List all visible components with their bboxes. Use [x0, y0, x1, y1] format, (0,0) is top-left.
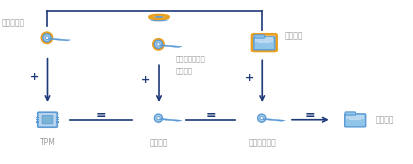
FancyBboxPatch shape [254, 35, 265, 38]
Ellipse shape [150, 18, 168, 21]
Polygon shape [261, 118, 285, 121]
Bar [56, 119, 59, 120]
Bar [36, 117, 39, 118]
Bar [36, 119, 39, 120]
FancyBboxPatch shape [347, 114, 364, 119]
FancyBboxPatch shape [256, 37, 273, 42]
Polygon shape [56, 40, 64, 41]
FancyBboxPatch shape [345, 114, 366, 127]
FancyBboxPatch shape [38, 112, 57, 127]
Bar [150, 18, 168, 20]
Polygon shape [271, 120, 278, 121]
Text: TPM: TPM [40, 138, 55, 147]
Bar [36, 122, 39, 123]
Ellipse shape [157, 43, 160, 46]
Text: +: + [30, 72, 39, 82]
Ellipse shape [45, 36, 49, 39]
Text: +: + [244, 73, 254, 83]
Polygon shape [167, 120, 175, 121]
Ellipse shape [258, 114, 266, 122]
Text: 卷主密鑰: 卷主密鑰 [150, 138, 168, 147]
Bar [56, 122, 59, 123]
Ellipse shape [157, 117, 160, 120]
Polygon shape [172, 121, 180, 122]
Polygon shape [275, 121, 284, 122]
Bar [349, 119, 361, 120]
FancyBboxPatch shape [254, 37, 275, 50]
Text: =: = [305, 109, 316, 122]
Text: +: + [141, 75, 150, 85]
Polygon shape [158, 118, 182, 121]
Text: 加密数据: 加密数据 [285, 32, 304, 41]
Ellipse shape [260, 117, 263, 120]
Polygon shape [167, 46, 175, 47]
Ellipse shape [154, 114, 162, 122]
Polygon shape [172, 47, 180, 48]
Ellipse shape [156, 16, 162, 18]
FancyBboxPatch shape [345, 112, 356, 115]
Ellipse shape [154, 40, 162, 48]
Text: 明文数据: 明文数据 [376, 115, 394, 124]
Polygon shape [47, 38, 71, 41]
Ellipse shape [150, 15, 168, 19]
Ellipse shape [43, 34, 51, 42]
Polygon shape [61, 40, 69, 41]
Text: 加密密鑰: 加密密鑰 [176, 67, 192, 74]
Text: =: = [205, 109, 216, 122]
FancyBboxPatch shape [42, 116, 53, 124]
Bar [56, 117, 59, 118]
Text: 经过加密的全卷: 经过加密的全卷 [176, 56, 205, 62]
Text: =: = [96, 109, 107, 122]
Text: 全卷加密密鑰: 全卷加密密鑰 [248, 138, 276, 147]
Bar [258, 42, 271, 43]
Text: 加密卷密鑰: 加密卷密鑰 [2, 19, 25, 27]
Polygon shape [158, 45, 182, 48]
